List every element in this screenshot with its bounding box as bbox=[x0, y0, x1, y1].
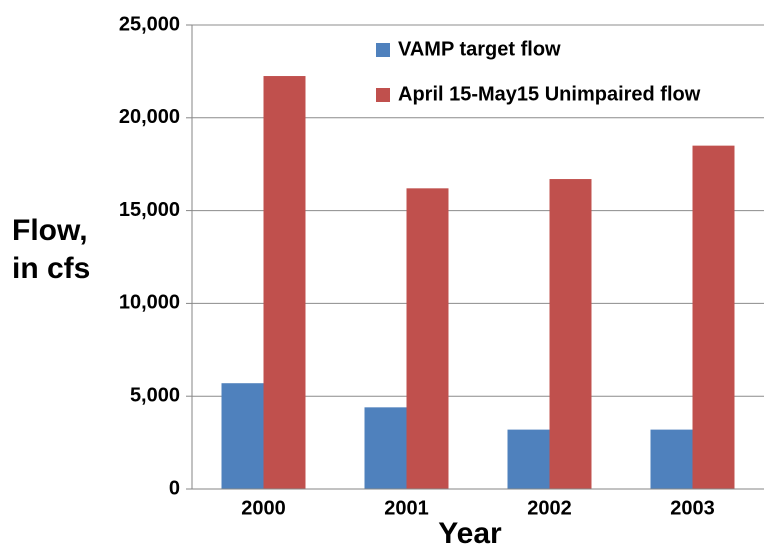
legend-label: April 15-May15 Unimpaired flow bbox=[398, 83, 701, 105]
legend-label: VAMP target flow bbox=[398, 38, 561, 60]
x-tick-label: 2000 bbox=[241, 497, 286, 519]
y-tick-label: 25,000 bbox=[119, 13, 180, 35]
x-axis-label: Year bbox=[438, 517, 502, 550]
bar bbox=[221, 383, 264, 489]
bar bbox=[692, 145, 735, 489]
legend-swatch bbox=[376, 88, 390, 102]
y-tick-label: 10,000 bbox=[119, 292, 180, 314]
legend-swatch bbox=[376, 43, 390, 57]
y-tick-label: 15,000 bbox=[119, 199, 180, 221]
x-tick-label: 2002 bbox=[527, 497, 572, 519]
bar bbox=[507, 429, 550, 489]
bar bbox=[406, 188, 449, 489]
x-tick-label: 2001 bbox=[384, 497, 429, 519]
y-axis-label: Flow, in cfs bbox=[12, 214, 91, 285]
y-tick-label: 0 bbox=[169, 477, 180, 499]
y-tick-label: 20,000 bbox=[119, 106, 180, 128]
bar bbox=[364, 407, 407, 489]
x-tick-label: 2003 bbox=[670, 497, 715, 519]
y-tick-label: 5,000 bbox=[130, 384, 180, 406]
bar bbox=[549, 179, 592, 489]
bar bbox=[263, 76, 306, 489]
bar bbox=[650, 429, 693, 489]
